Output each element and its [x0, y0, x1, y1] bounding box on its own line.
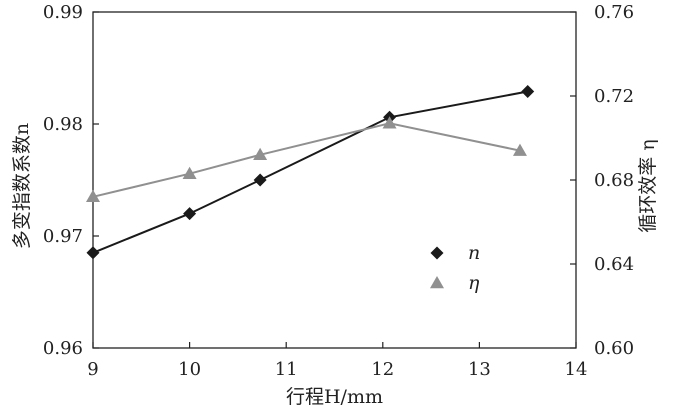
legend-label: n	[468, 242, 480, 264]
x-tick-label: 12	[371, 359, 394, 380]
legend-n-marker	[430, 246, 444, 260]
y-right-tick-label: 0.68	[594, 170, 634, 191]
eta-data-point	[253, 147, 268, 161]
y-left-tick-label: 0.99	[43, 2, 83, 23]
legend-label: η	[468, 272, 480, 294]
x-tick-label: 11	[275, 359, 298, 380]
series-line-eta	[92, 122, 521, 198]
n-data-point	[183, 207, 197, 221]
y-left-tick-label: 0.97	[43, 226, 83, 247]
x-axis-label: 行程H/mm	[286, 386, 383, 408]
x-tick-label: 14	[565, 359, 588, 380]
series-line-n	[92, 90, 528, 254]
eta-data-point	[382, 116, 397, 129]
y-left-tick-label: 0.96	[43, 338, 83, 359]
n-data-point	[86, 246, 100, 260]
y-left-tick-label: 0.98	[43, 114, 83, 135]
eta-data-point	[86, 189, 100, 203]
legend-eta-marker	[430, 276, 444, 289]
y-right-axis-label: 循环效率 η	[637, 139, 659, 232]
x-tick-label: 13	[468, 359, 491, 380]
y-right-tick-label: 0.72	[594, 86, 634, 107]
x-tick-label: 10	[178, 359, 201, 380]
x-tick-label: 9	[87, 359, 98, 380]
y-right-tick-label: 0.60	[594, 338, 634, 359]
n-data-point	[521, 85, 535, 99]
n-data-point	[253, 173, 267, 187]
y-left-axis-label: 多变指数系数n	[11, 123, 33, 249]
eta-data-point	[512, 143, 527, 156]
y-right-tick-label: 0.64	[594, 254, 634, 275]
y-right-tick-label: 0.76	[594, 2, 634, 23]
eta-data-point	[182, 166, 197, 179]
